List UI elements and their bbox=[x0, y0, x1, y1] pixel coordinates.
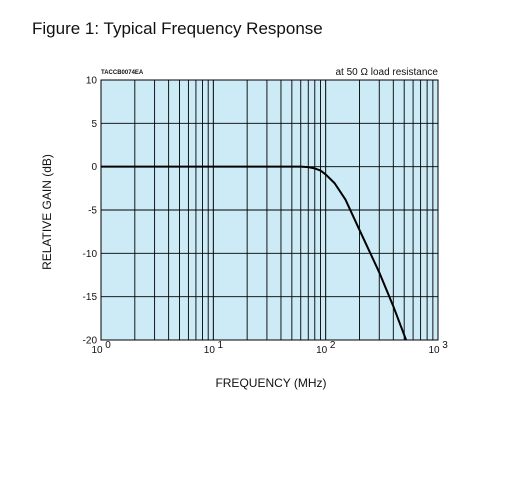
gain-curve bbox=[101, 165, 408, 341]
y-tick-label: 10 bbox=[86, 76, 98, 87]
x-tick-label: 10 bbox=[316, 345, 328, 356]
x-axis-label: FREQUENCY (MHz) bbox=[215, 376, 326, 390]
x-tick-label: 10 bbox=[428, 345, 440, 356]
y-tick-label: -20 bbox=[83, 336, 98, 347]
x-tick-exponent: 2 bbox=[330, 340, 336, 351]
x-tick-exponent: 3 bbox=[442, 340, 448, 351]
load-resistance-annotation: at 50 Ω load resistance bbox=[335, 67, 438, 78]
chart-code-label: TACCB0074EA bbox=[101, 70, 144, 76]
x-tick-label: 10 bbox=[204, 345, 216, 356]
plot-frame bbox=[100, 79, 439, 341]
x-tick-exponent: 1 bbox=[218, 340, 224, 351]
y-axis-label: RELATIVE GAIN (dB) bbox=[40, 154, 54, 270]
y-tick-label: -15 bbox=[83, 292, 98, 303]
y-tick-label: 5 bbox=[91, 119, 97, 130]
x-tick-label: 10 bbox=[91, 345, 103, 356]
y-tick-label: -5 bbox=[88, 206, 97, 217]
x-tick-exponent: 0 bbox=[105, 340, 111, 351]
figure-title: Figure 1: Typical Frequency Response bbox=[32, 19, 323, 38]
y-tick-label: -10 bbox=[83, 249, 98, 260]
y-tick-label: 0 bbox=[91, 162, 97, 173]
